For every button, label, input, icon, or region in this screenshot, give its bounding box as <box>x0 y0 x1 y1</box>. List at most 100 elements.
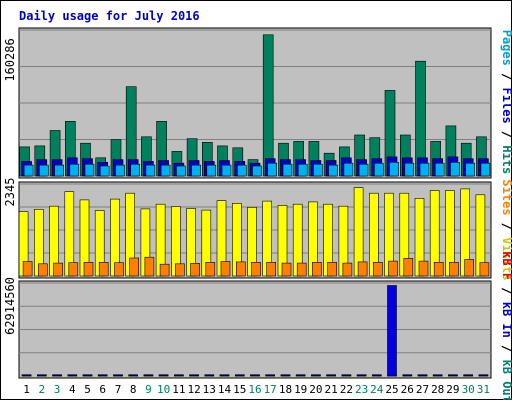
visits-bar-sites-day-14 <box>220 261 231 277</box>
x-tick-label-day-25: 25 <box>385 383 398 396</box>
visits-bar-sites-day-21 <box>327 261 337 277</box>
hits-bar-pages-day-25 <box>389 162 399 177</box>
hits-bar-pages-day-11 <box>176 165 186 177</box>
chart-title: Daily usage for July 2016 <box>19 9 200 23</box>
hits-legend-part: / <box>500 66 512 88</box>
hits-bar-pages-day-15 <box>237 164 247 177</box>
visits-bar-sites-day-5 <box>83 261 94 277</box>
hits-legend-part: / <box>500 124 512 146</box>
kbytes-bar-kb-in-day-14 <box>219 374 230 377</box>
visits-legend-part: Sites <box>500 179 512 215</box>
kbytes-bar-kb-in-day-2 <box>36 374 47 377</box>
kbytes-bar-kb-in-day-23 <box>356 374 367 377</box>
x-tick-label-day-11: 11 <box>172 383 185 396</box>
x-tick-label-day-16: 16 <box>248 383 261 396</box>
hits-bar-pages-day-4 <box>69 163 80 177</box>
kbytes-bar-kb-in-day-18 <box>280 374 291 377</box>
x-tick-label-day-8: 8 <box>130 383 137 396</box>
x-tick-label-day-20: 20 <box>309 383 322 396</box>
x-tick-label-day-29: 29 <box>446 383 459 396</box>
x-axis-day-labels: 1 2 3 4 5 6 7 8 9 10 11 12 13 14 15 16 17 18 19 20 21 22 23 24 2… <box>23 383 490 396</box>
kbytes-bar-kb-in-day-19 <box>295 374 306 377</box>
hits-bar-pages-day-16 <box>252 165 262 177</box>
kbytes-bar-kb-in-day-27 <box>417 374 428 377</box>
kbytes-legend-part: kB Out <box>500 360 512 400</box>
visits-bar-sites-day-18 <box>281 262 292 277</box>
hits-bar-pages-day-20 <box>313 163 323 177</box>
kbytes-bar-kb-in-day-24 <box>371 374 382 377</box>
hits-bar-hits-day-17 <box>262 34 274 177</box>
hits-bar-pages-day-28 <box>434 162 445 177</box>
kbytes-bar-kb-in-day-6 <box>97 374 108 377</box>
visits-bar-sites-day-13 <box>205 261 216 277</box>
kbytes-bar-kb-in-day-22 <box>341 374 352 377</box>
x-tick-label-day-31: 31 <box>477 383 490 396</box>
hits-bar-pages-day-3 <box>54 164 64 177</box>
hits-bar-pages-day-29 <box>450 162 460 177</box>
kbytes-bar-kb-in-day-31 <box>478 374 489 377</box>
hits-bar-pages-day-26 <box>404 162 415 177</box>
visits-bar-sites-day-17 <box>266 261 277 277</box>
hits-bar-pages-day-6 <box>99 165 110 177</box>
visits-bar-sites-day-12 <box>190 263 200 277</box>
kbytes-bar-kb-in-day-1 <box>21 374 32 377</box>
kbytes-bar-kb-in-day-15 <box>235 374 245 377</box>
x-tick-label-day-12: 12 <box>187 383 200 396</box>
x-tick-label-day-26: 26 <box>401 383 414 396</box>
kbytes-bar-kb-in-day-21 <box>326 374 336 377</box>
hits-bar-pages-day-24 <box>373 162 384 177</box>
kbytes-panel <box>19 282 491 377</box>
x-tick-label-day-7: 7 <box>115 383 122 396</box>
x-tick-label-day-18: 18 <box>279 383 292 396</box>
x-tick-label-day-21: 21 <box>324 383 337 396</box>
kbytes-bar-kb-in-day-5 <box>82 374 93 377</box>
visits-ymax-label: 2345 <box>3 178 17 207</box>
kbytes-bar-kb-in-day-7 <box>113 374 123 377</box>
visits-bar-sites-day-15 <box>236 261 246 277</box>
visits-panel <box>18 183 491 277</box>
x-tick-label-day-2: 2 <box>38 383 45 396</box>
visits-bar-sites-day-25 <box>388 260 398 277</box>
kbytes-bar-kb-in-day-29 <box>448 374 458 377</box>
hits-bar-pages-day-13 <box>206 164 217 177</box>
hits-bar-pages-day-17 <box>267 162 278 177</box>
visits-bar-sites-day-23 <box>357 261 368 277</box>
visits-bar-sites-day-29 <box>449 261 459 277</box>
visits-legend-part: / <box>500 216 512 238</box>
kbytes-legend-part: kB F <box>500 251 512 280</box>
hits-bar-pages-day-22 <box>343 162 354 177</box>
kbytes-ymax-label: 62914560 <box>3 277 17 335</box>
visits-bar-sites-day-4 <box>68 262 79 277</box>
visits-bar-sites-day-28 <box>433 261 444 277</box>
visits-bar-sites-day-8 <box>129 257 139 277</box>
hits-bar-pages-day-30 <box>465 162 476 177</box>
kbytes-bar-kb-in-day-11 <box>174 374 184 377</box>
x-tick-label-day-10: 10 <box>157 383 170 396</box>
kbytes-legend: kB F / kB In / kB Out <box>500 251 512 400</box>
visits-bar-sites-day-7 <box>114 262 124 277</box>
x-tick-label-day-5: 5 <box>84 383 91 396</box>
visits-bar-sites-day-3 <box>53 262 63 277</box>
visits-bar-sites-day-27 <box>418 260 429 277</box>
kbytes-bar-kb-in-day-13 <box>204 374 215 377</box>
x-tick-label-day-6: 6 <box>99 383 106 396</box>
hits-bar-pages-day-27 <box>419 162 430 177</box>
hits-bar-pages-day-12 <box>191 164 201 177</box>
kbytes-legend-part: / <box>500 338 512 360</box>
x-tick-label-day-23: 23 <box>355 383 368 396</box>
visits-legend-part: Visits <box>500 237 512 280</box>
x-tick-label-day-9: 9 <box>145 383 152 396</box>
kbytes-bar-kb-in-day-20 <box>311 374 321 377</box>
visits-bar-sites-day-22 <box>342 262 353 277</box>
kbytes-bar-kb-in-day-4 <box>67 374 78 377</box>
hits-bar-pages-day-18 <box>282 163 293 177</box>
kbytes-bar-kb-in-day-12 <box>189 374 199 377</box>
visits-bar-sites-day-16 <box>251 261 261 277</box>
x-tick-label-day-19: 19 <box>294 383 307 396</box>
x-tick-label-day-17: 17 <box>264 383 277 396</box>
visits-bar-sites-day-31 <box>479 262 490 277</box>
kbytes-bar-kb-in-day-28 <box>432 374 443 377</box>
hits-bar-pages-day-10 <box>160 164 171 177</box>
hits-legend: Pages / Files / Hits <box>500 30 512 175</box>
visits-bar-sites-day-26 <box>403 257 414 277</box>
